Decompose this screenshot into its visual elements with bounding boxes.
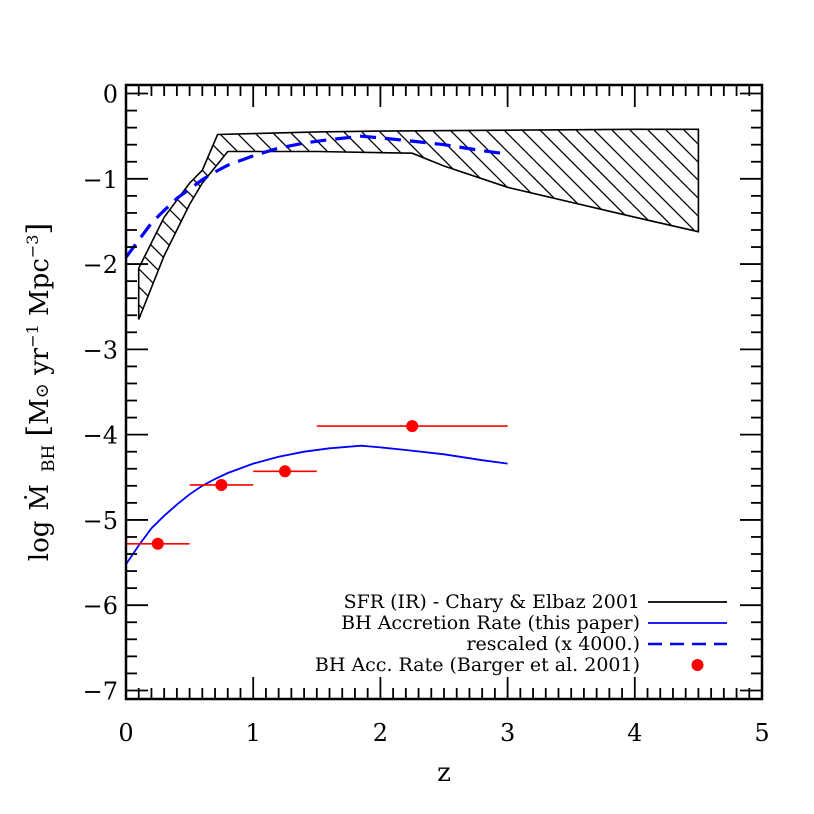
hatch-line bbox=[806, 0, 814, 700]
y-label-subscript: BH bbox=[39, 445, 59, 472]
y-tick-label: 0 bbox=[103, 81, 118, 109]
y-label-mdot: Ṁ bbox=[24, 484, 55, 511]
hatch-line bbox=[643, 129, 699, 320]
sfr-band-outline bbox=[137, 128, 700, 320]
y-axis-label: log Ṁ BH [M⊙ yr−1 Mpc−3] bbox=[21, 223, 59, 561]
y-tick-label: −7 bbox=[83, 677, 118, 705]
y-label-prefix: log bbox=[25, 521, 55, 562]
y-label-yr-exp: −1 bbox=[23, 324, 42, 348]
y-tick-label: −6 bbox=[83, 592, 118, 620]
y-tick-label: −2 bbox=[83, 251, 118, 279]
hatch-line bbox=[716, 0, 814, 700]
legend-swatch-barger bbox=[691, 659, 704, 671]
series-line-layer bbox=[126, 134, 508, 565]
data-points-layer bbox=[126, 420, 508, 550]
legend-label: BH Acc. Rate (Barger et al. 2001) bbox=[315, 654, 640, 676]
legend-label: BH Accretion Rate (this paper) bbox=[341, 612, 640, 634]
hatch-line bbox=[138, 129, 373, 320]
axis-ticks bbox=[125, 85, 763, 699]
x-tick-label: 0 bbox=[118, 719, 133, 747]
hatch-line bbox=[770, 0, 814, 700]
rescaled-dashed-line bbox=[126, 134, 508, 259]
hatch-line bbox=[138, 129, 391, 320]
y-tick-label: −3 bbox=[83, 336, 118, 364]
barger-data-point bbox=[406, 420, 419, 433]
y-label-yr: yr bbox=[25, 347, 55, 383]
hatch-line bbox=[661, 129, 699, 320]
y-label-mpc-exp: −3 bbox=[23, 235, 42, 259]
y-axis-label-group: log Ṁ BH [M⊙ yr−1 Mpc−3] bbox=[21, 223, 59, 561]
hatch-line bbox=[788, 0, 814, 700]
axis-tick-labels: 0 1 2 3 4 5 0 −1 −2 −3 −4 −5 −6 −7 bbox=[83, 81, 770, 747]
barger-data-point bbox=[279, 465, 291, 478]
x-tick-label: 2 bbox=[373, 719, 388, 747]
hatch-line bbox=[625, 129, 699, 320]
legend-label: SFR (IR) - Chary & Elbaz 2001 bbox=[344, 591, 640, 613]
x-tick-label: 5 bbox=[754, 719, 769, 747]
x-axis-label: z bbox=[437, 758, 451, 788]
bh-accretion-line bbox=[126, 444, 508, 565]
barger-data-point bbox=[151, 537, 164, 550]
y-tick-label: −4 bbox=[83, 422, 118, 450]
y-tick-label: −1 bbox=[83, 166, 118, 194]
x-tick-label: 1 bbox=[246, 719, 261, 747]
x-tick-label: 3 bbox=[500, 719, 515, 747]
y-label-bracket-close: ] bbox=[21, 223, 56, 235]
legend-label: rescaled (x 4000.) bbox=[466, 633, 640, 655]
y-label-sun-symbol: ⊙ bbox=[32, 383, 53, 398]
y-label-mpc: Mpc bbox=[25, 258, 55, 324]
sfr-band-layer bbox=[137, 0, 814, 700]
barger-data-point bbox=[215, 478, 228, 491]
y-tick-label: −5 bbox=[83, 507, 118, 535]
x-tick-label: 4 bbox=[627, 719, 642, 747]
y-label-msun: M bbox=[25, 398, 55, 425]
y-label-bracket-open: [ bbox=[21, 425, 56, 437]
